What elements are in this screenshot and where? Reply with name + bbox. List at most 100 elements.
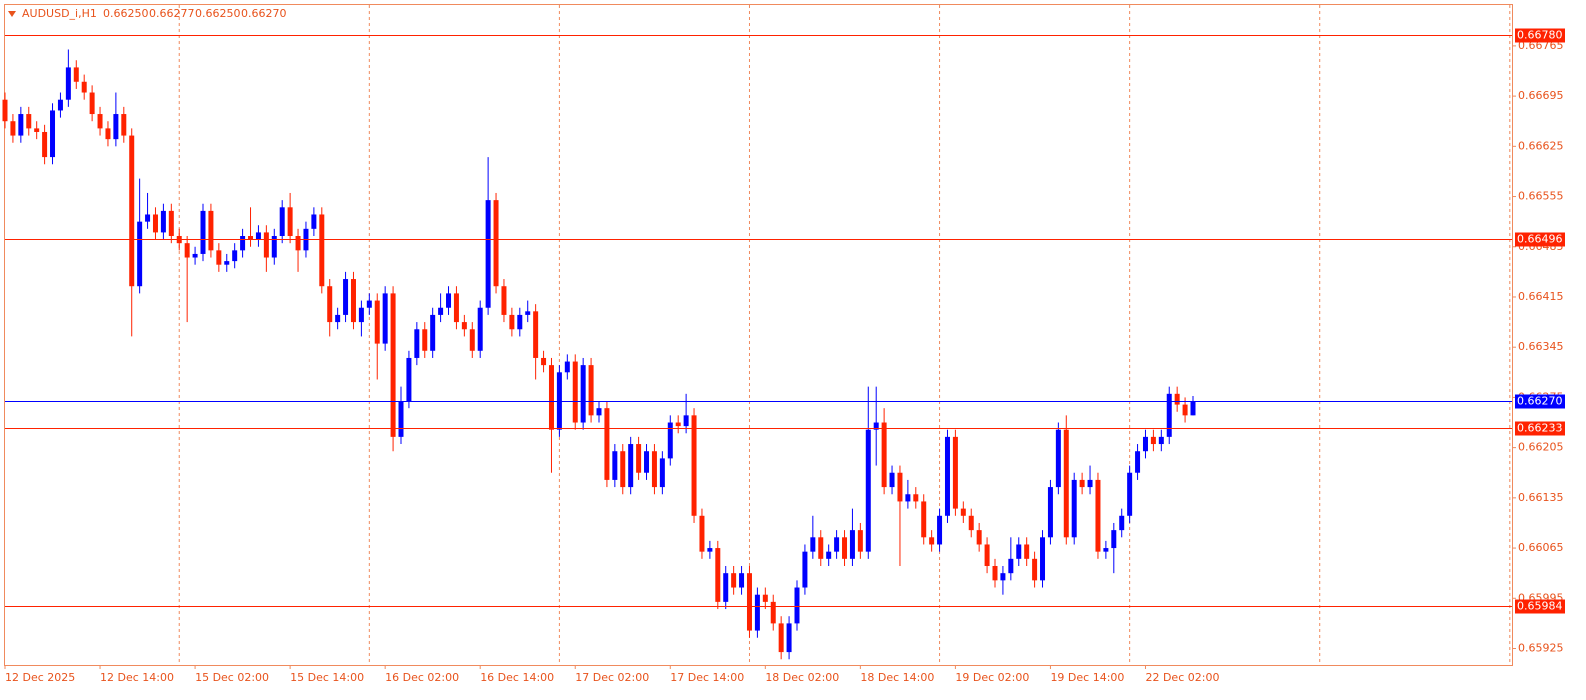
candle-body <box>644 451 650 473</box>
x-tick-label: 15 Dec 14:00 <box>290 671 364 684</box>
candle-body <box>762 594 768 602</box>
candle-body <box>572 361 578 423</box>
price-level-box <box>1515 394 1565 409</box>
candle-body <box>976 530 982 545</box>
candle-body <box>739 573 745 588</box>
candle-body <box>382 293 388 344</box>
candle-body <box>493 200 499 287</box>
candle-body <box>691 415 697 516</box>
candle-body <box>1016 544 1022 559</box>
candle-body <box>667 422 673 459</box>
candle-body <box>818 537 824 559</box>
candle-body <box>65 67 71 100</box>
candle-body <box>881 422 887 488</box>
candle-body <box>192 253 198 258</box>
candle-body <box>826 551 832 559</box>
candle-body <box>1063 429 1069 538</box>
y-tick-label: 0.66415 <box>1518 290 1564 303</box>
candle-body <box>319 214 325 287</box>
candle-body <box>1103 548 1109 552</box>
candle-body <box>1158 436 1164 445</box>
candle-body <box>849 530 855 559</box>
plot-frame <box>4 4 1513 666</box>
candle-body <box>628 444 634 488</box>
candle-body <box>287 207 293 236</box>
x-tick-label: 15 Dec 02:00 <box>195 671 269 684</box>
candle-body <box>485 200 491 308</box>
candle-body <box>255 232 261 240</box>
x-tick-label: 18 Dec 02:00 <box>765 671 839 684</box>
candle-body <box>216 250 222 265</box>
x-tick-label: 12 Dec 14:00 <box>100 671 174 684</box>
candle-body <box>944 436 950 516</box>
candle-body <box>152 214 158 233</box>
candle-body <box>430 314 436 351</box>
candle-body <box>1055 429 1061 488</box>
candle-body <box>913 494 919 502</box>
candle-body <box>699 515 705 552</box>
candle-body <box>1119 515 1125 531</box>
header-value: 0.66250 <box>195 7 241 20</box>
candle-body <box>620 451 626 488</box>
candle-body <box>509 314 515 330</box>
candle-body <box>343 279 349 315</box>
candle-body <box>160 210 166 233</box>
candle-body <box>604 408 610 480</box>
candle-body <box>438 307 444 315</box>
candle-body <box>1024 544 1030 559</box>
candle-body <box>1174 393 1180 405</box>
candle-body <box>968 515 974 531</box>
candle-body <box>1166 393 1172 437</box>
candle-body <box>1182 404 1188 416</box>
candle-body <box>446 293 452 308</box>
candle-body <box>18 114 24 136</box>
candle-body <box>802 551 808 588</box>
candle-body <box>26 114 32 129</box>
x-tick-label: 16 Dec 14:00 <box>480 671 554 684</box>
candle-body <box>73 67 79 82</box>
candle-body <box>358 307 364 323</box>
candle-body <box>596 408 602 416</box>
candle-body <box>1095 479 1101 552</box>
candle-body <box>525 311 531 315</box>
candle-body <box>533 311 539 358</box>
candle-body <box>137 221 143 287</box>
candle-body <box>327 286 333 323</box>
price-level-box <box>1515 232 1565 247</box>
candle-body <box>81 81 87 93</box>
x-tick-label: 22 Dec 02:00 <box>1145 671 1219 684</box>
candle-body <box>517 314 523 330</box>
candle-body <box>34 128 40 132</box>
vertical-grid <box>178 5 1511 665</box>
candle-body <box>501 286 507 315</box>
candle-body <box>232 250 238 262</box>
y-tick-label: 0.66065 <box>1518 541 1564 554</box>
menu-triangle[interactable] <box>8 11 16 17</box>
candle-body <box>57 99 63 111</box>
candle-body <box>865 429 871 552</box>
candle-body <box>683 415 689 427</box>
candle-body <box>414 329 420 358</box>
candle-body <box>50 110 56 158</box>
x-tick-label: 19 Dec 02:00 <box>955 671 1029 684</box>
candle-body <box>248 236 254 240</box>
candle-body <box>311 214 317 229</box>
candle-body <box>97 114 103 129</box>
price-level-box <box>1515 599 1565 614</box>
header-value: 0.66270 <box>241 7 287 20</box>
candle-body <box>350 279 356 323</box>
candle-body <box>335 314 341 323</box>
candle-body <box>651 451 657 488</box>
y-tick-label: 0.66205 <box>1518 441 1564 454</box>
candle-body <box>564 361 570 373</box>
candle-body <box>873 422 879 430</box>
candle-body <box>905 494 911 502</box>
candle-body <box>113 114 119 140</box>
symbol: AUDUSD_i,H1 <box>22 7 97 20</box>
price-level-label: 0.66496 <box>1517 233 1563 246</box>
candle-body <box>921 501 927 538</box>
candle-body <box>834 537 840 552</box>
candle-body <box>1127 472 1133 516</box>
candle-body <box>675 422 681 427</box>
